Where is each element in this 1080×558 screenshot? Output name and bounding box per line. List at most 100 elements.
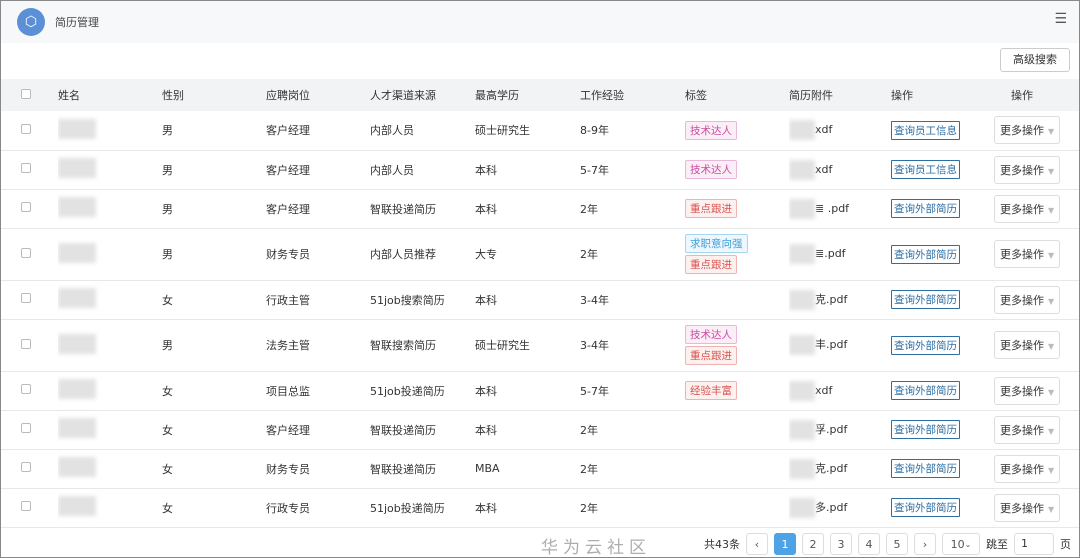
attachment[interactable]: 丰.pdf xyxy=(789,319,891,372)
more-actions-dropdown[interactable]: 更多操作 ▼ xyxy=(994,415,1061,444)
query-button[interactable]: 查询员工信息 xyxy=(891,120,960,140)
tags xyxy=(685,410,789,450)
more-actions-dropdown[interactable]: 更多操作 ▼ xyxy=(994,194,1061,223)
row-checkbox[interactable] xyxy=(21,163,31,173)
prev-page-button[interactable]: ‹ xyxy=(746,533,768,555)
more-actions-dropdown[interactable]: 更多操作 ▼ xyxy=(994,155,1061,184)
row-checkbox[interactable] xyxy=(21,293,31,303)
row-checkbox[interactable] xyxy=(21,123,31,134)
list-icon[interactable]: ☰ xyxy=(1054,11,1067,27)
gender: 女 xyxy=(162,410,266,450)
row-checkbox[interactable] xyxy=(21,423,31,433)
attachment-name[interactable]: 多.pdf xyxy=(815,500,848,514)
attachment-blurred xyxy=(789,497,815,518)
row-checkbox[interactable] xyxy=(21,247,31,258)
more-label: 更多操作 xyxy=(1000,423,1044,437)
query-button[interactable]: 查询外部简历 xyxy=(891,290,960,309)
tag-badge: 技术达人 xyxy=(685,160,737,179)
row-checkbox[interactable] xyxy=(21,462,31,472)
query-button[interactable]: 查询外部简历 xyxy=(891,335,960,355)
tag-badge: 技术达人 xyxy=(685,120,737,140)
advanced-search-button[interactable]: 高级搜索 xyxy=(1000,48,1070,72)
more-actions-dropdown[interactable]: 更多操作 ▼ xyxy=(994,454,1061,483)
tags xyxy=(685,488,789,528)
education: MBA xyxy=(475,449,580,489)
caret-down-icon: ▼ xyxy=(1048,426,1055,436)
page-button[interactable]: 4 xyxy=(858,533,880,555)
tags: 经验丰富 xyxy=(685,371,789,411)
gender: 男 xyxy=(162,111,266,151)
jump-label: 跳至 xyxy=(986,538,1008,551)
position: 财务专员 xyxy=(266,449,370,489)
attachment[interactable]: ≣ .pdf xyxy=(789,189,891,229)
attachment[interactable]: 多.pdf xyxy=(789,488,891,528)
source: 智联投递简历 xyxy=(370,410,475,450)
more-actions-dropdown[interactable]: 更多操作 ▼ xyxy=(994,376,1061,405)
page-button[interactable]: 1 xyxy=(774,533,796,555)
tags: 技术达人 xyxy=(685,111,789,151)
source: 内部人员 xyxy=(370,111,475,151)
more-actions-dropdown[interactable]: 更多操作 ▼ xyxy=(994,285,1061,314)
attachment[interactable]: ≣.pdf xyxy=(789,228,891,281)
query-button[interactable]: 查询外部简历 xyxy=(891,244,960,264)
query-button[interactable]: 查询员工信息 xyxy=(891,160,960,179)
more-actions-dropdown[interactable]: 更多操作 ▼ xyxy=(994,240,1061,268)
page-button[interactable]: 3 xyxy=(830,533,852,555)
more-actions-dropdown[interactable]: 更多操作 ▼ xyxy=(994,116,1061,145)
attachment-name[interactable]: 克.pdf xyxy=(815,292,848,306)
row-checkbox[interactable] xyxy=(21,338,31,349)
select-all[interactable] xyxy=(1,79,58,111)
query-button[interactable]: 查询外部简历 xyxy=(891,381,960,400)
attachment[interactable]: xdf xyxy=(789,371,891,411)
source: 内部人员 xyxy=(370,150,475,190)
education: 本科 xyxy=(475,189,580,229)
attachment-name[interactable]: xdf xyxy=(815,162,833,176)
attachment-name[interactable]: 克.pdf xyxy=(815,461,848,475)
page-button[interactable]: 5 xyxy=(886,533,908,555)
position: 客户经理 xyxy=(266,189,370,229)
position: 客户经理 xyxy=(266,150,370,190)
caret-down-icon: ▼ xyxy=(1048,504,1055,514)
column-header: 操作 xyxy=(891,79,986,111)
caret-down-icon: ▼ xyxy=(1048,166,1055,176)
cube-icon: ⬡ xyxy=(17,8,45,36)
education: 本科 xyxy=(475,280,580,320)
attachment-blurred xyxy=(789,458,815,479)
page-button[interactable]: 2 xyxy=(802,533,824,555)
row-checkbox[interactable] xyxy=(21,501,31,511)
page-title: 简历管理 xyxy=(55,16,99,29)
attachment-name[interactable]: xdf xyxy=(815,383,833,397)
attachment[interactable]: xdf xyxy=(789,150,891,190)
more-actions-dropdown[interactable]: 更多操作 ▼ xyxy=(994,493,1061,522)
query-button[interactable]: 查询外部简历 xyxy=(891,459,960,478)
attachment-name[interactable]: ≣ .pdf xyxy=(815,201,850,215)
attachment[interactable]: 孚.pdf xyxy=(789,410,891,450)
more-actions-dropdown[interactable]: 更多操作 ▼ xyxy=(994,331,1061,359)
attachment-name[interactable]: 孚.pdf xyxy=(815,422,848,436)
gender: 女 xyxy=(162,449,266,489)
query-button[interactable]: 查询外部简历 xyxy=(891,420,960,439)
attachment-name[interactable]: xdf xyxy=(815,123,833,137)
jump-input[interactable]: 1 xyxy=(1014,533,1054,555)
attachment[interactable]: xdf xyxy=(789,111,891,151)
column-header: 姓名 xyxy=(58,79,162,111)
page-size-select[interactable]: 10 ⌄ xyxy=(942,533,980,555)
attachment[interactable]: 克.pdf xyxy=(789,449,891,489)
tags xyxy=(685,449,789,489)
checkbox[interactable] xyxy=(21,88,31,99)
next-page-button[interactable]: › xyxy=(914,533,936,555)
attachment-name[interactable]: 丰.pdf xyxy=(815,338,848,351)
attachment-blurred xyxy=(789,244,815,264)
name-blurred xyxy=(58,197,96,217)
query-button[interactable]: 查询外部简历 xyxy=(891,498,960,517)
row-checkbox[interactable] xyxy=(21,202,31,212)
row-checkbox[interactable] xyxy=(21,384,31,394)
caret-down-icon: ▼ xyxy=(1048,127,1055,137)
position: 法务主管 xyxy=(266,319,370,372)
query-button[interactable]: 查询外部简历 xyxy=(891,199,960,218)
name-blurred xyxy=(58,379,96,399)
attachment-name[interactable]: ≣.pdf xyxy=(815,247,846,260)
education: 本科 xyxy=(475,150,580,190)
position: 行政主管 xyxy=(266,280,370,320)
attachment[interactable]: 克.pdf xyxy=(789,280,891,320)
